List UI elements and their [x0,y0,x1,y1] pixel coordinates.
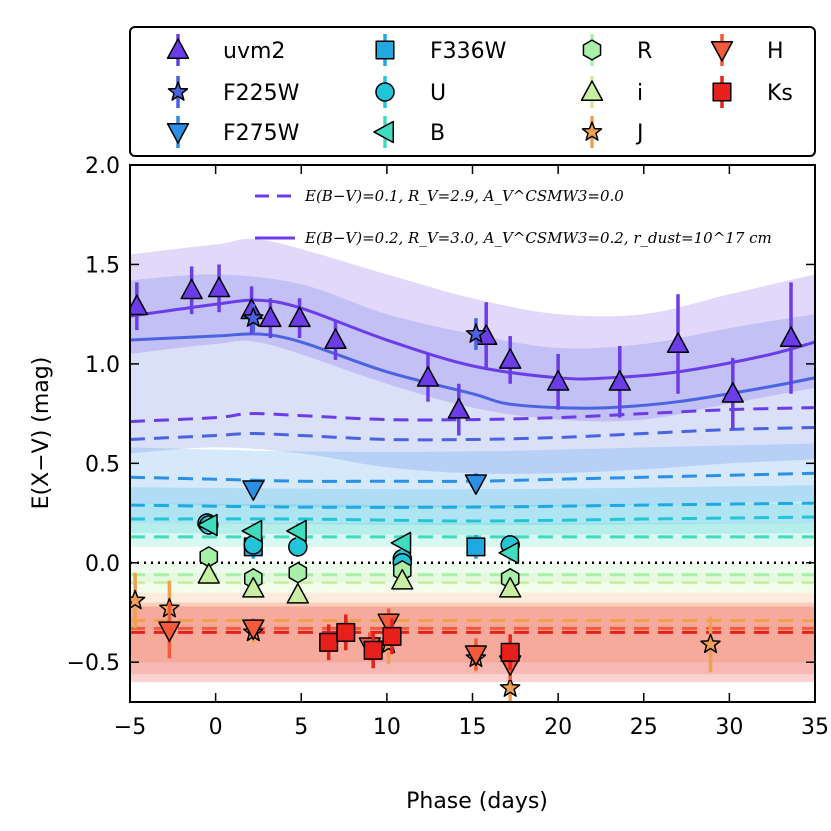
x-tick-label: 20 [544,715,572,740]
legend-marker-F275W [166,123,190,144]
point-Ks [319,632,339,652]
point-B [286,519,307,543]
model-dashed-uvm2 [130,406,815,424]
point-F275W [242,480,265,501]
point-H [158,621,181,643]
model-legend-solid-label: E(B−V)=0.2, R_V=3.0, A_V^CSMW3=0.2, r_du… [304,229,772,247]
point-uvm2 [447,397,470,419]
point-J [700,633,721,654]
point-H [377,613,400,635]
point-F225W [465,323,487,343]
x-tick-label: 35 [801,715,829,740]
y-tick-label: −0.5 [67,651,120,676]
x-tick-label: 10 [373,715,401,740]
legend-label-uvm2: uvm2 [223,39,285,64]
point-uvm2 [259,306,282,328]
point-uvm2 [546,370,570,391]
point-i [391,568,414,590]
model-solid-uvm2 [130,298,815,381]
point-Ks [363,640,383,660]
x-tick-label: −5 [114,715,146,740]
point-uvm2 [207,276,231,298]
legend-marker-J [581,121,603,141]
y-axis-label: E(X−V) (mag) [29,357,54,510]
point-uvm2 [721,381,744,403]
legend-label-Ks: Ks [767,81,793,106]
point-uvm2 [288,306,311,328]
uncertainty-bands [130,238,815,683]
point-uvm2 [130,294,149,316]
point-B [241,519,263,543]
point-R [288,562,308,584]
model-legend-dashed-label: E(B−V)=0.1, R_V=2.9, A_V^CSMW3=0.0 [304,187,624,205]
y-tick-label: 1.0 [85,353,120,378]
point-uvm2 [324,328,347,350]
axis-ticks: −5 0 5 10 15 20 25 30 35 −0.5 0.0 0.5 1.0 1.5 2.0 [67,154,829,740]
point-B [390,531,412,555]
model-legend: E(B−V)=0.1, R_V=2.9, A_V^CSMW3=0.0 E(B−V… [255,187,772,247]
point-B [498,541,520,565]
legend-marker-H [710,41,734,62]
y-tick-label: 0.0 [85,552,120,577]
point-uvm2 [416,366,440,387]
point-uvm2 [779,326,803,348]
band-Ks [130,606,815,683]
point-B [197,513,218,537]
legend-label-H: H [767,39,784,64]
x-tick-label: 5 [294,715,308,740]
legend-label-i: i [637,81,643,106]
point-H [464,645,488,667]
model-dashed-F336W [130,501,815,509]
legend-label-F225W: F225W [223,81,300,106]
point-Ks [382,626,402,646]
point-F225W [243,307,264,327]
y-tick-label: 0.5 [85,452,120,477]
y-tick-label: 2.0 [85,154,120,179]
legend-marker-uvm2 [166,38,190,59]
legend-label-R: R [637,39,652,64]
x-tick-label: 25 [630,715,658,740]
point-uvm2 [498,348,522,369]
x-tick-label: 0 [209,715,223,740]
legend-marker-Ks [712,82,732,102]
legend-marker-i [580,80,604,101]
point-uvm2 [180,278,203,300]
legend-marker-B [373,120,394,144]
x-tick-label: 30 [715,715,743,740]
legend-label-F336W: F336W [430,39,507,64]
legend-marker-F336W [375,40,395,60]
x-tick-label: 15 [459,715,487,740]
legend-label-F275W: F275W [223,121,300,146]
point-F336W [466,537,486,557]
model-dashed-U [130,515,815,523]
legend-marker-U [375,82,395,102]
point-Ks [336,622,356,642]
point-F275W [464,474,488,495]
legend-marker-F225W [167,81,189,101]
point-i [197,562,220,584]
legend-box [129,26,816,157]
point-J [499,677,521,697]
model-dashed-F225W [130,426,815,442]
point-J [130,589,146,610]
point-i [498,576,522,598]
y-tick-label: 1.5 [85,253,120,278]
legend-marker-R [582,39,602,61]
data-points [130,264,803,702]
point-uvm2 [666,332,690,353]
legend-label-B: B [430,121,445,146]
point-i [286,582,310,604]
legend-label-U: U [430,81,446,106]
point-i [242,576,265,598]
legend: uvm2 F225W F275W F336W UB RiJ H Ks [129,26,816,157]
band-F336W [130,485,815,525]
point-uvm2 [608,370,631,391]
point-Ks [500,642,520,662]
x-axis-label: Phase (days) [406,789,548,814]
legend-label-J: J [635,121,644,146]
point-H [242,619,265,641]
